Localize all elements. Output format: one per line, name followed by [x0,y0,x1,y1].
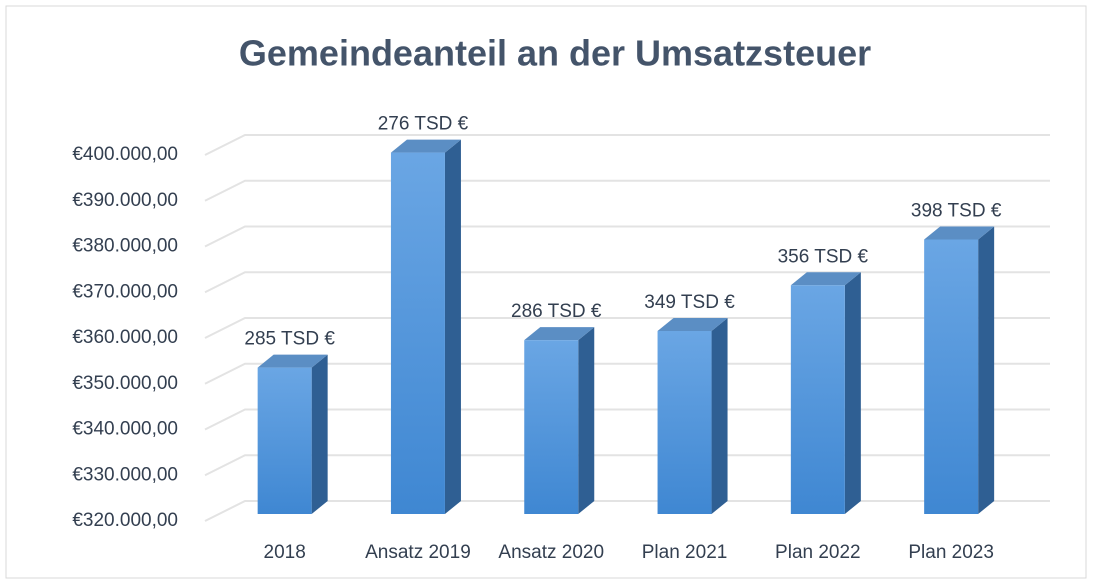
bar-top [924,226,995,240]
bar [524,340,579,514]
x-tick-label: Plan 2022 [775,542,861,563]
bar-side [844,272,861,514]
y-tick-label: €370.000,00 [72,281,178,302]
y-tick-label: €330.000,00 [72,464,178,485]
grid-line [204,408,1050,431]
data-label: 398 TSD € [911,201,1002,222]
x-tick-label: Plan 2023 [908,542,994,563]
bar-top [524,327,595,341]
y-tick-label: €320.000,00 [72,510,178,531]
grid-line [204,271,1050,294]
bar-top [657,318,728,331]
bar-side [578,327,595,514]
bar-side [711,318,728,514]
x-tick-label: 2018 [264,542,306,563]
y-tick-label: €340.000,00 [72,419,178,440]
y-tick-label: €400.000,00 [72,144,178,165]
bar [924,239,979,514]
grid-line [204,454,1050,477]
bar-top [257,354,328,368]
grid-line [204,362,1050,385]
bar-side [311,354,328,514]
y-tick-label: €360.000,00 [72,327,178,348]
data-label: 276 TSD € [378,114,469,135]
bar-side [444,139,461,514]
grid-line [204,317,1050,339]
data-label: 349 TSD € [644,292,735,313]
x-tick-label: Ansatz 2020 [498,542,604,563]
chart-title: Gemeindeanteil an der Umsatzsteuer [239,33,871,74]
x-tick-label: Ansatz 2019 [365,542,471,563]
bar [390,152,445,514]
bar-side [978,226,995,514]
grid-line [204,134,1050,156]
grid-line [204,179,1050,202]
data-label: 285 TSD € [244,329,335,350]
bar-top [790,272,861,286]
bar [257,367,312,514]
bar [657,331,712,514]
x-tick-label: Plan 2021 [642,542,728,563]
y-tick-label: €350.000,00 [72,373,178,394]
grid-line [204,500,1050,522]
bar [790,285,845,514]
y-tick-label: €390.000,00 [72,190,178,211]
grid-line [204,225,1050,248]
bar-top [390,139,461,153]
data-label: 356 TSD € [778,246,869,267]
y-tick-label: €380.000,00 [72,236,178,257]
data-label: 286 TSD € [511,301,602,322]
